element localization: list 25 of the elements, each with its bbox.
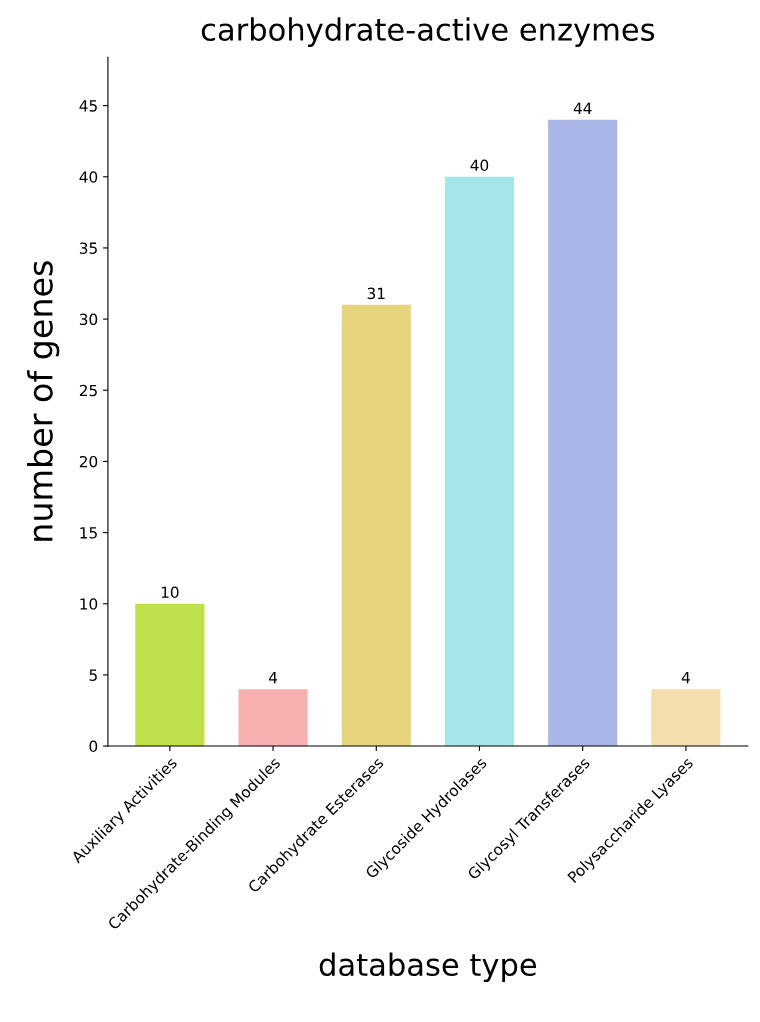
x-axis-title: database type xyxy=(319,952,537,983)
bar xyxy=(135,603,205,747)
data-label: 4 xyxy=(681,672,690,684)
y-tick-label: 45 xyxy=(79,100,97,112)
data-label: 44 xyxy=(573,102,592,114)
y-tick-label: 5 xyxy=(89,669,97,681)
bar xyxy=(341,304,411,747)
y-axis-title: number of genes xyxy=(27,261,60,541)
data-label: 10 xyxy=(161,586,179,598)
bar xyxy=(444,176,515,747)
y-tick-label: 0 xyxy=(89,740,98,753)
bar xyxy=(548,119,618,747)
chart-title: carbohydrate-active enzymes xyxy=(201,17,655,47)
bar xyxy=(651,689,721,747)
y-tick-label: 10 xyxy=(80,598,98,610)
data-label: 40 xyxy=(470,159,489,172)
y-tick-label: 40 xyxy=(79,171,98,183)
bar xyxy=(238,689,308,747)
data-label: 31 xyxy=(367,287,385,300)
data-label: 4 xyxy=(268,672,278,684)
y-tick-label: 25 xyxy=(79,384,97,397)
y-tick-label: 30 xyxy=(79,313,98,326)
y-tick-label: 20 xyxy=(79,455,98,468)
y-tick-label: 15 xyxy=(80,527,97,539)
y-tick-label: 35 xyxy=(79,242,97,254)
